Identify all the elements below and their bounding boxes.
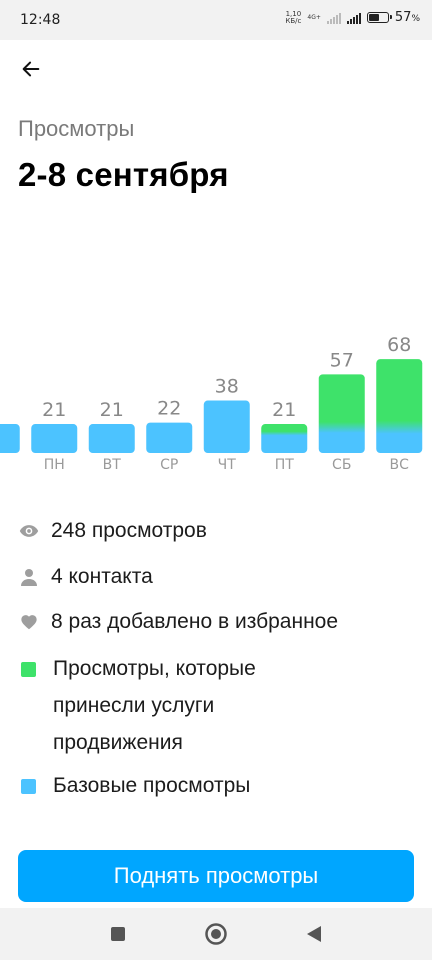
x-tick-label: ПТ (275, 457, 295, 473)
legend-promo: Просмотры, которые принесли услуги продв… (18, 656, 293, 761)
home-circle-icon (205, 923, 227, 945)
network-speed: 1,10 КБ/с (285, 9, 302, 25)
views-bar-chart: 21 ПН 21 ВТ 22 СР 38 ЧТ 21 ПТ 57 СБ 68 ВС (0, 334, 423, 473)
bar-2: 21 ВТ (88, 399, 135, 473)
bar-4: 38 ЧТ (203, 376, 250, 473)
battery-percent: 57% (394, 10, 420, 25)
battery-icon (366, 12, 392, 23)
legend-swatch-promo (21, 662, 36, 677)
bar-value-label: 57 (330, 349, 354, 371)
bar-value-label: 38 (215, 376, 239, 398)
bar-1: 21 ПН (31, 399, 78, 473)
bar-value-label: 21 (42, 399, 66, 421)
stat-favorites-text: 8 раз добавлено в избранное (51, 610, 339, 633)
bar-value-label: 22 (157, 398, 181, 420)
network-generation: 4G+ (307, 14, 321, 21)
x-tick-label: ВС (390, 457, 410, 473)
stat-contacts-text: 4 контакта (51, 565, 153, 588)
system-nav-bar (0, 908, 432, 960)
legend-base-text: Базовые просмотры (53, 774, 251, 797)
back-button[interactable] (14, 54, 48, 84)
bar-rect (376, 359, 423, 453)
square-icon (111, 927, 125, 941)
bar-rect (318, 374, 365, 453)
x-tick-label: СБ (332, 457, 351, 473)
person-icon (18, 566, 40, 588)
page-subtitle: Просмотры (18, 116, 135, 141)
status-bar: 12:48 1,10 КБ/с 4G+ 57% (0, 0, 432, 40)
x-tick-label: ВТ (103, 457, 122, 473)
x-tick-label: ПН (44, 457, 65, 473)
signal-icon (346, 12, 361, 24)
back-nav-button[interactable] (302, 922, 326, 946)
x-tick-label: СР (160, 457, 178, 473)
triangle-back-icon (307, 926, 321, 942)
home-button[interactable] (204, 922, 228, 946)
bar-rect (203, 400, 250, 453)
bar-3: 22 СР (146, 398, 193, 473)
eye-icon (18, 520, 40, 542)
bar-rect (88, 424, 135, 453)
arrow-left-icon (22, 61, 40, 77)
bar-7: 68 ВС (376, 334, 423, 473)
stat-views-text: 248 просмотров (51, 519, 207, 542)
heart-icon (18, 611, 40, 633)
signal-icon-secondary (326, 12, 341, 24)
bar-rect (0, 424, 20, 453)
battery-fill (368, 14, 379, 21)
bar-6: 57 СБ (318, 349, 365, 473)
stat-favorites: 8 раз добавлено в избранное (18, 609, 338, 640)
bar-rect (261, 424, 308, 453)
recents-button[interactable] (106, 922, 130, 946)
bar-0 (0, 424, 20, 453)
legend-promo-text: Просмотры, которые принесли услуги продв… (53, 657, 256, 754)
status-time: 12:48 (20, 12, 61, 28)
bar-rect (146, 422, 193, 453)
stat-views: 248 просмотров (18, 518, 207, 549)
status-icons: 1,10 КБ/с 4G+ 57% (285, 10, 420, 25)
raise-views-button[interactable]: Поднять просмотры (18, 850, 414, 902)
bar-value-label: 21 (100, 399, 124, 421)
bar-5: 21 ПТ (261, 399, 308, 473)
bar-value-label: 21 (272, 399, 296, 421)
legend-swatch-base (21, 779, 36, 794)
x-tick-label: ЧТ (218, 457, 237, 473)
stat-contacts: 4 контакта (18, 564, 153, 595)
page-title: 2-8 сентября (18, 156, 229, 193)
bar-rect (31, 424, 78, 453)
legend-base: Базовые просмотры (18, 773, 250, 804)
bar-value-label: 68 (387, 334, 411, 356)
